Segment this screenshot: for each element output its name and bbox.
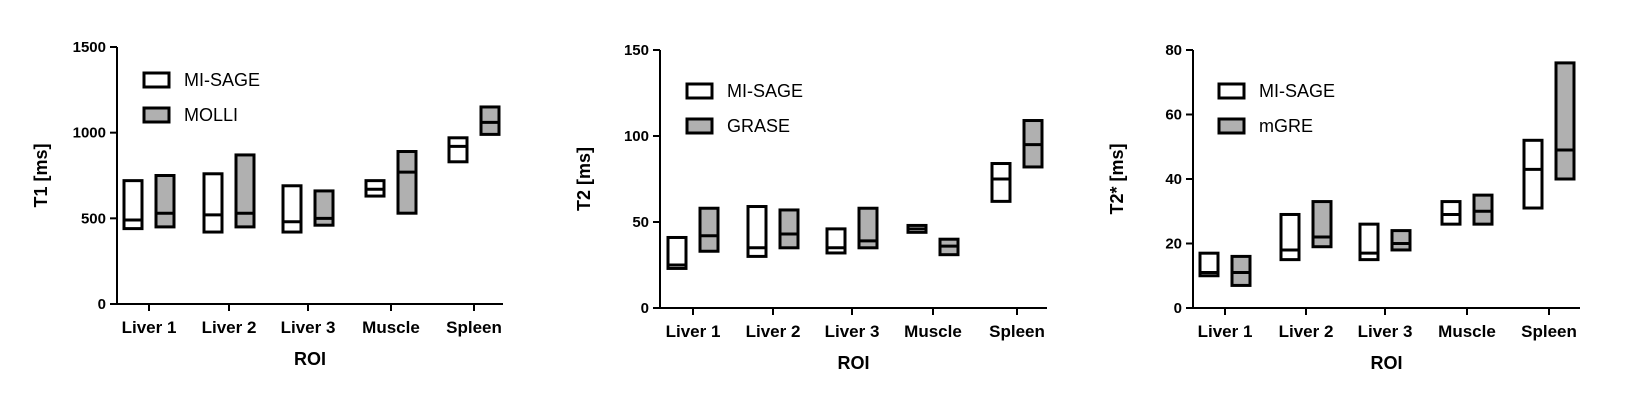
box-mi-sage-liver-3 xyxy=(825,227,847,255)
x-tick-label: Liver 3 xyxy=(825,322,880,341)
box-mi-sage-liver-2 xyxy=(746,205,768,258)
x-tick-label: Liver 1 xyxy=(666,322,721,341)
box-mi-sage-liver-3 xyxy=(1358,222,1380,262)
y-axis-title: T2* [ms] xyxy=(1107,143,1127,214)
box-mgre-spleen xyxy=(1554,61,1576,181)
x-tick-label: Spleen xyxy=(1521,322,1577,341)
x-tick-label: Spleen xyxy=(446,318,502,337)
x-tick-label: Liver 1 xyxy=(122,318,177,337)
box-mgre-liver-1 xyxy=(1230,254,1252,287)
box-molli-spleen xyxy=(479,105,501,136)
y-axis-title: T2 [ms] xyxy=(574,147,594,211)
box-mi-sage-spleen xyxy=(447,136,469,164)
box-molli-liver-1 xyxy=(154,174,176,229)
legend-label-grase: GRASE xyxy=(727,116,790,136)
box-molli-liver-3 xyxy=(313,189,335,227)
x-axis-title: ROI xyxy=(837,353,869,373)
y-tick-label: 1000 xyxy=(73,125,106,142)
legend-swatch-grase xyxy=(685,117,714,135)
x-tick-label: Liver 3 xyxy=(281,318,336,337)
y-tick-label: 20 xyxy=(1165,236,1182,253)
chart-3: 0 20 40 60 80 Liver 1 Liver 2 Liver 3 Muscle Sple… xyxy=(1107,42,1580,373)
box-mgre-liver-2 xyxy=(1311,200,1333,249)
legend-label-molli: MOLLI xyxy=(184,105,238,125)
x-axis-title: ROI xyxy=(294,349,326,369)
legend-swatch-molli xyxy=(142,106,171,124)
y-tick-label: 50 xyxy=(632,214,649,231)
x-tick-label: Spleen xyxy=(989,322,1045,341)
box-mi-sage-liver-1 xyxy=(666,235,688,270)
chart-1: 0 500 1000 1500 Liver 1 Liver 2 Liver 3 Muscle S… xyxy=(31,39,503,369)
box-grase-liver-2 xyxy=(778,208,800,250)
x-tick-label: Liver 2 xyxy=(1279,322,1334,341)
legend-label-mi-sage: MI-SAGE xyxy=(1259,81,1335,101)
box-molli-liver-2 xyxy=(234,153,256,229)
y-axis-title: T1 [ms] xyxy=(31,143,51,207)
y-tick-label: 0 xyxy=(98,296,106,313)
y-tick-label: 0 xyxy=(1174,300,1182,317)
y-tick-label: 60 xyxy=(1165,107,1182,124)
box-mi-sage-liver-1 xyxy=(1198,251,1220,278)
box-mi-sage-muscle xyxy=(1440,200,1462,226)
box-mi-sage-liver-3 xyxy=(281,184,303,234)
y-tick-label: 150 xyxy=(624,42,649,59)
legend-swatch-mgre xyxy=(1217,117,1246,135)
legend-label-mi-sage: MI-SAGE xyxy=(184,70,260,90)
box-mi-sage-liver-2 xyxy=(202,172,224,234)
x-tick-label: Muscle xyxy=(1438,322,1496,341)
legend-swatch-mi-sage xyxy=(685,82,714,100)
box-mi-sage-spleen xyxy=(990,162,1012,203)
legend-swatch-mi-sage xyxy=(142,71,171,89)
y-tick-label: 0 xyxy=(641,300,649,317)
box-molli-muscle xyxy=(396,150,418,215)
x-tick-label: Liver 2 xyxy=(202,318,257,337)
x-axis-title: ROI xyxy=(1370,353,1402,373)
box-grase-liver-1 xyxy=(698,206,720,253)
box-mi-sage-liver-2 xyxy=(1279,212,1301,262)
x-tick-label: Liver 2 xyxy=(746,322,801,341)
legend-label-mi-sage: MI-SAGE xyxy=(727,81,803,101)
y-tick-label: 80 xyxy=(1165,42,1182,59)
y-tick-label: 40 xyxy=(1165,171,1182,188)
legend-swatch-mi-sage xyxy=(1217,82,1246,100)
box-mi-sage-spleen xyxy=(1522,138,1544,210)
box-mgre-muscle xyxy=(1472,193,1494,226)
box-mgre-liver-3 xyxy=(1390,229,1412,252)
x-tick-label: Liver 3 xyxy=(1358,322,1413,341)
y-tick-label: 1500 xyxy=(73,39,106,56)
legend-label-mgre: mGRE xyxy=(1259,116,1313,136)
y-tick-label: 100 xyxy=(624,128,649,145)
x-tick-label: Liver 1 xyxy=(1198,322,1253,341)
box-mi-sage-liver-1 xyxy=(122,179,144,231)
chart-2: 0 50 100 150 Liver 1 Liver 2 Liver 3 Muscle Sple… xyxy=(574,42,1047,373)
box-grase-liver-3 xyxy=(857,206,879,250)
x-tick-label: Muscle xyxy=(362,318,420,337)
y-tick-label: 500 xyxy=(81,210,106,227)
x-tick-label: Muscle xyxy=(904,322,962,341)
